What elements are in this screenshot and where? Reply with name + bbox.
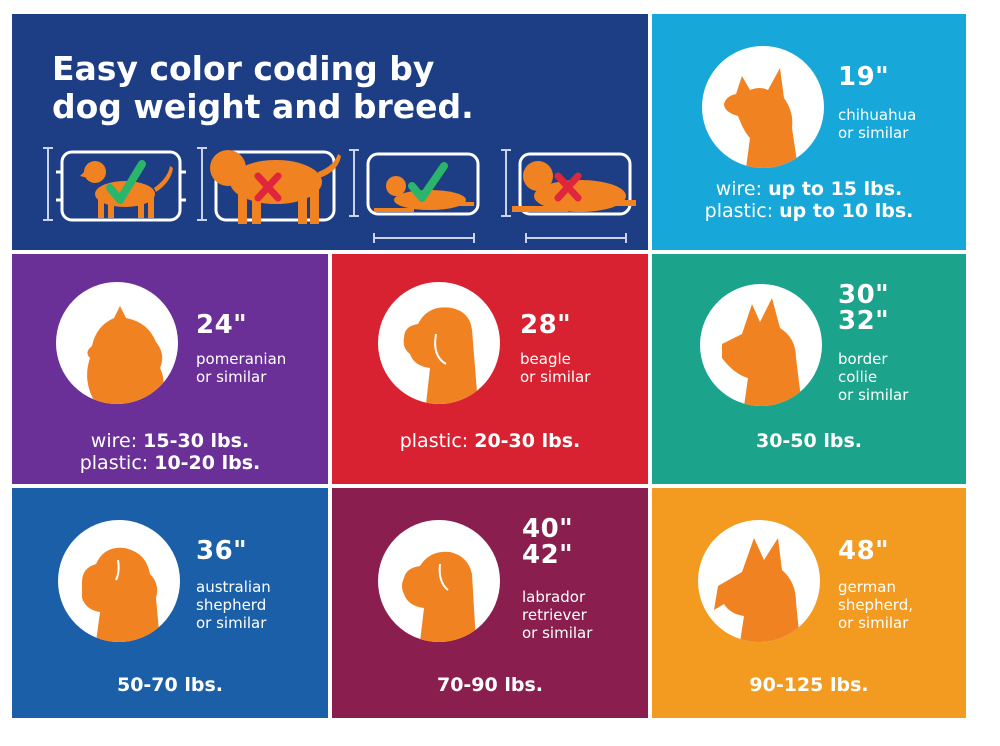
page-title: Easy color coding by dog weight and bree… [52, 50, 474, 126]
breed-label: german shepherd, or similar [838, 578, 913, 632]
tile-30-32-inch: 30" 32" border collie or similar 30-50 l… [652, 254, 966, 484]
size-label: 40" 42" [522, 514, 574, 570]
crate-example-lying-fit [346, 142, 486, 246]
weight-range: wire: 15-30 lbs. plastic: 10-20 lbs. [79, 430, 261, 474]
size-label: 30" 32" [838, 280, 890, 336]
size-label: 19" [838, 62, 890, 92]
tile-28-inch: 28" beagle or similar plastic: 20-30 lbs… [332, 254, 648, 484]
size-label: 24" [196, 310, 248, 340]
size-label: 48" [838, 536, 890, 566]
labrador-icon [378, 520, 500, 642]
chihuahua-icon [702, 46, 824, 168]
breed-label: border collie or similar [838, 350, 909, 404]
title-line-1: Easy color coding by [52, 49, 435, 88]
tile-40-42-inch: 40" 42" labrador retriever or similar 70… [332, 488, 648, 718]
crate-example-lying-too-big [498, 142, 638, 246]
size-label: 36" [196, 536, 248, 566]
weight-range: 70-90 lbs. [436, 674, 544, 696]
weight-range: 50-70 lbs. [116, 674, 224, 696]
pomeranian-icon [56, 282, 178, 404]
breed-label: australian shepherd or similar [196, 578, 271, 632]
tile-48-inch: 48" german shepherd, or similar 90-125 l… [652, 488, 966, 718]
check-icon [408, 162, 448, 202]
breed-label: chihuahua or similar [838, 106, 917, 142]
weight-range: plastic: 20-30 lbs. [399, 430, 581, 452]
x-icon [554, 172, 582, 202]
crate-example-standing-fit [40, 142, 190, 232]
check-icon [106, 160, 146, 204]
size-label: 28" [520, 310, 572, 340]
breed-label: beagle or similar [520, 350, 591, 386]
title-line-2: dog weight and breed. [52, 87, 474, 126]
breed-label: pomeranian or similar [196, 350, 287, 386]
weight-range: wire: up to 15 lbs. plastic: up to 10 lb… [704, 178, 914, 222]
header-panel: Easy color coding by dog weight and bree… [12, 14, 648, 250]
australian-shepherd-icon [58, 520, 180, 642]
german-shepherd-icon [698, 520, 820, 642]
tile-36-inch: 36" australian shepherd or similar 50-70… [12, 488, 328, 718]
weight-range: 30-50 lbs. [755, 430, 863, 452]
crate-example-standing-too-big [194, 142, 344, 232]
beagle-icon [378, 282, 500, 404]
border-collie-icon [700, 284, 822, 406]
tile-24-inch: 24" pomeranian or similar wire: 15-30 lb… [12, 254, 328, 484]
breed-label: labrador retriever or similar [522, 588, 593, 642]
tile-19-inch: 19" chihuahua or similar wire: up to 15 … [652, 14, 966, 250]
weight-range: 90-125 lbs. [749, 674, 869, 696]
x-icon [254, 172, 282, 202]
